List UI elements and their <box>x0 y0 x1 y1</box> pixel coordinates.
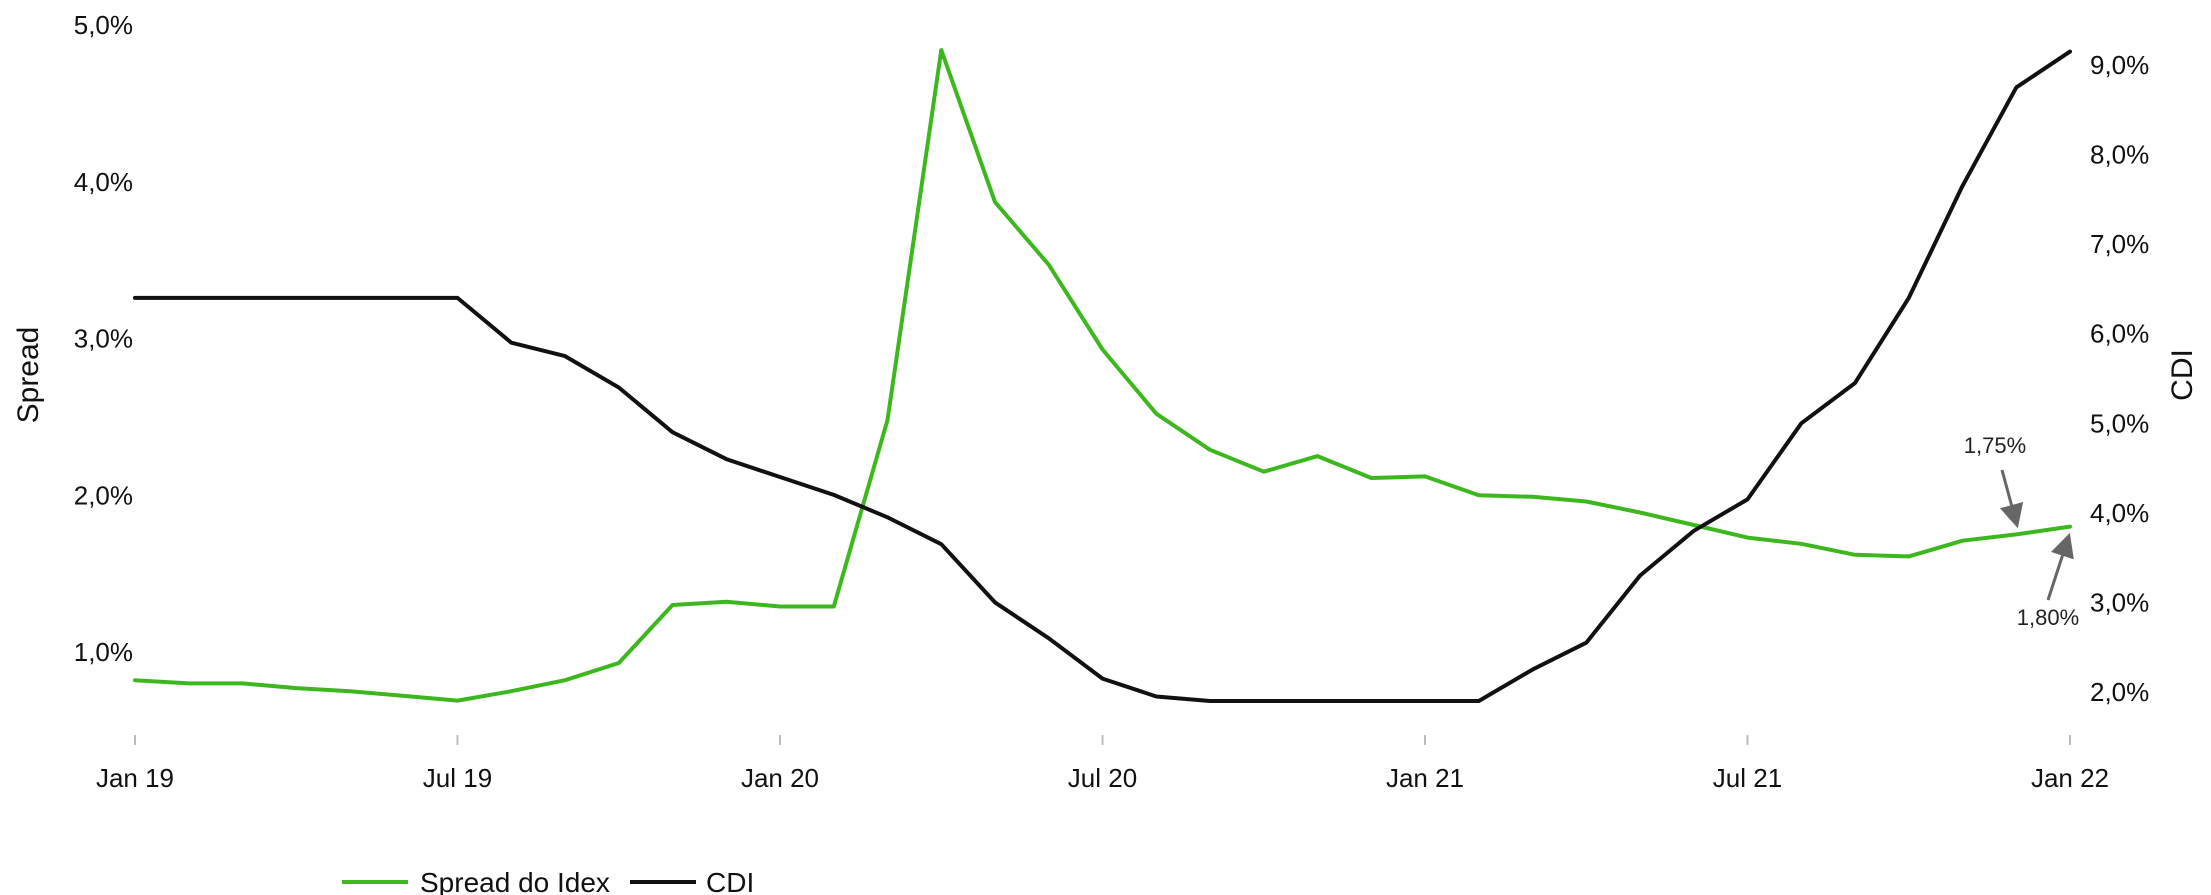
right-tick-label: 4,0% <box>2090 498 2149 528</box>
x-tick-label: Jul 19 <box>423 763 492 793</box>
left-tick-label: 5,0% <box>74 10 133 40</box>
left-tick-label: 3,0% <box>74 324 133 354</box>
right-tick-label: 8,0% <box>2090 140 2149 170</box>
annotation-arrow <box>2046 532 2074 601</box>
legend: Spread do Idex CDI <box>342 867 754 895</box>
legend-label-cdi: CDI <box>706 867 754 895</box>
left-tick-label: 1,0% <box>74 637 133 667</box>
series-line-cdi <box>133 49 2072 703</box>
annotation-label: 1,80% <box>2017 605 2079 630</box>
annotation-arrow <box>1999 469 2024 529</box>
right-axis-ticks: 2,0% 3,0% 4,0% 5,0% 6,0% 7,0% 8,0% 9,0% <box>2090 50 2149 707</box>
legend-label-spread: Spread do Idex <box>420 867 610 895</box>
right-tick-label: 2,0% <box>2090 677 2149 707</box>
annotation-label: 1,75% <box>1964 433 2026 458</box>
x-tick-label: Jan 21 <box>1386 763 1464 793</box>
left-tick-label: 2,0% <box>74 480 133 510</box>
x-tick-label: Jul 20 <box>1068 763 1137 793</box>
left-axis-title: Spread <box>12 327 45 424</box>
right-axis-title: CDI <box>2166 349 2199 401</box>
right-tick-label: 6,0% <box>2090 319 2149 349</box>
series-line-spread <box>133 48 2072 703</box>
x-axis-ticks: Jan 19 Jul 19 Jan 20 Jul 20 Jan 21 Jul 21 Jan … <box>96 735 2109 793</box>
right-tick-label: 7,0% <box>2090 229 2149 259</box>
annotations: 1,75% 1,80% <box>1964 433 2079 630</box>
right-tick-label: 3,0% <box>2090 587 2149 617</box>
left-tick-label: 4,0% <box>74 167 133 197</box>
x-tick-label: Jul 21 <box>1713 763 1782 793</box>
x-tick-label: Jan 22 <box>2031 763 2109 793</box>
left-axis-ticks: 1,0% 2,0% 3,0% 4,0% 5,0% <box>74 10 133 667</box>
x-tick-label: Jan 20 <box>741 763 819 793</box>
x-tick-label: Jan 19 <box>96 763 174 793</box>
right-tick-label: 5,0% <box>2090 408 2149 438</box>
right-tick-label: 9,0% <box>2090 50 2149 80</box>
series-layer <box>133 48 2072 703</box>
